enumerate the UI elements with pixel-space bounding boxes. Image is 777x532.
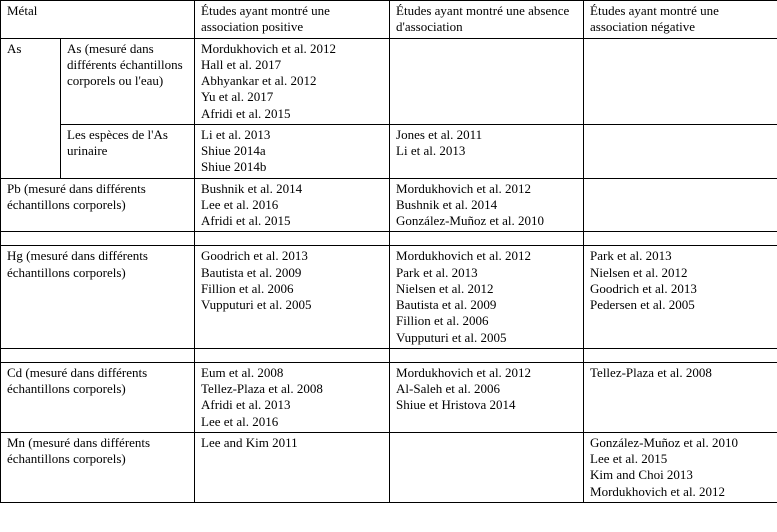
cell-as1-none <box>390 38 584 124</box>
cell-pb-none: Mordukhovich et al. 2012Bushnik et al. 2… <box>390 178 584 232</box>
cell-mn-label: Mn (mesuré dans différents échantillons … <box>1 432 195 502</box>
cell-as2-neg <box>584 124 777 178</box>
row-spacer-1 <box>1 232 777 246</box>
row-cd: Cd (mesuré dans différents échantillons … <box>1 362 777 432</box>
cell-pb-label: Pb (mesuré dans différents échantillons … <box>1 178 195 232</box>
cell-as-sub1: As (mesuré dans différents échantillons … <box>61 38 195 124</box>
cell-hg-pos: Goodrich et al. 2013Bautista et al. 2009… <box>195 246 390 349</box>
cell-as1-pos: Mordukhovich et al. 2012Hall et al. 2017… <box>195 38 390 124</box>
header-metal: Métal <box>1 1 195 39</box>
cell-cd-pos: Eum et al. 2008Tellez-Plaza et al. 2008A… <box>195 362 390 432</box>
cell-cd-neg: Tellez-Plaza et al. 2008 <box>584 362 777 432</box>
row-spacer-2 <box>1 348 777 362</box>
cell-hg-label: Hg (mesuré dans différents échantillons … <box>1 246 195 349</box>
cell-as1-neg <box>584 38 777 124</box>
cell-cd-label: Cd (mesuré dans différents échantillons … <box>1 362 195 432</box>
cell-hg-neg: Park et al. 2013Nielsen et al. 2012Goodr… <box>584 246 777 349</box>
header-none: Études ayant montré une absence d'associ… <box>390 1 584 39</box>
cell-as2-none: Jones et al. 2011Li et al. 2013 <box>390 124 584 178</box>
cell-as-group: As <box>1 38 61 178</box>
table-header-row: Métal Études ayant montré une associatio… <box>1 1 777 39</box>
row-hg: Hg (mesuré dans différents échantillons … <box>1 246 777 349</box>
row-pb: Pb (mesuré dans différents échantillons … <box>1 178 777 232</box>
cell-mn-none <box>390 432 584 502</box>
cell-hg-none: Mordukhovich et al. 2012Park et al. 2013… <box>390 246 584 349</box>
metals-studies-table: Métal Études ayant montré une associatio… <box>0 0 777 503</box>
cell-mn-pos: Lee and Kim 2011 <box>195 432 390 502</box>
cell-as2-pos: Li et al. 2013Shiue 2014aShiue 2014b <box>195 124 390 178</box>
row-mn: Mn (mesuré dans différents échantillons … <box>1 432 777 502</box>
row-as-1: As As (mesuré dans différents échantillo… <box>1 38 777 124</box>
header-negative: Études ayant montré une association néga… <box>584 1 777 39</box>
cell-as-sub2: Les espèces de l'As urinaire <box>61 124 195 178</box>
header-positive: Études ayant montré une association posi… <box>195 1 390 39</box>
row-as-2: Les espèces de l'As urinaire Li et al. 2… <box>1 124 777 178</box>
cell-pb-pos: Bushnik et al. 2014Lee et al. 2016Afridi… <box>195 178 390 232</box>
cell-mn-neg: González-Muñoz et al. 2010Lee et al. 201… <box>584 432 777 502</box>
cell-pb-neg <box>584 178 777 232</box>
cell-cd-none: Mordukhovich et al. 2012Al-Saleh et al. … <box>390 362 584 432</box>
